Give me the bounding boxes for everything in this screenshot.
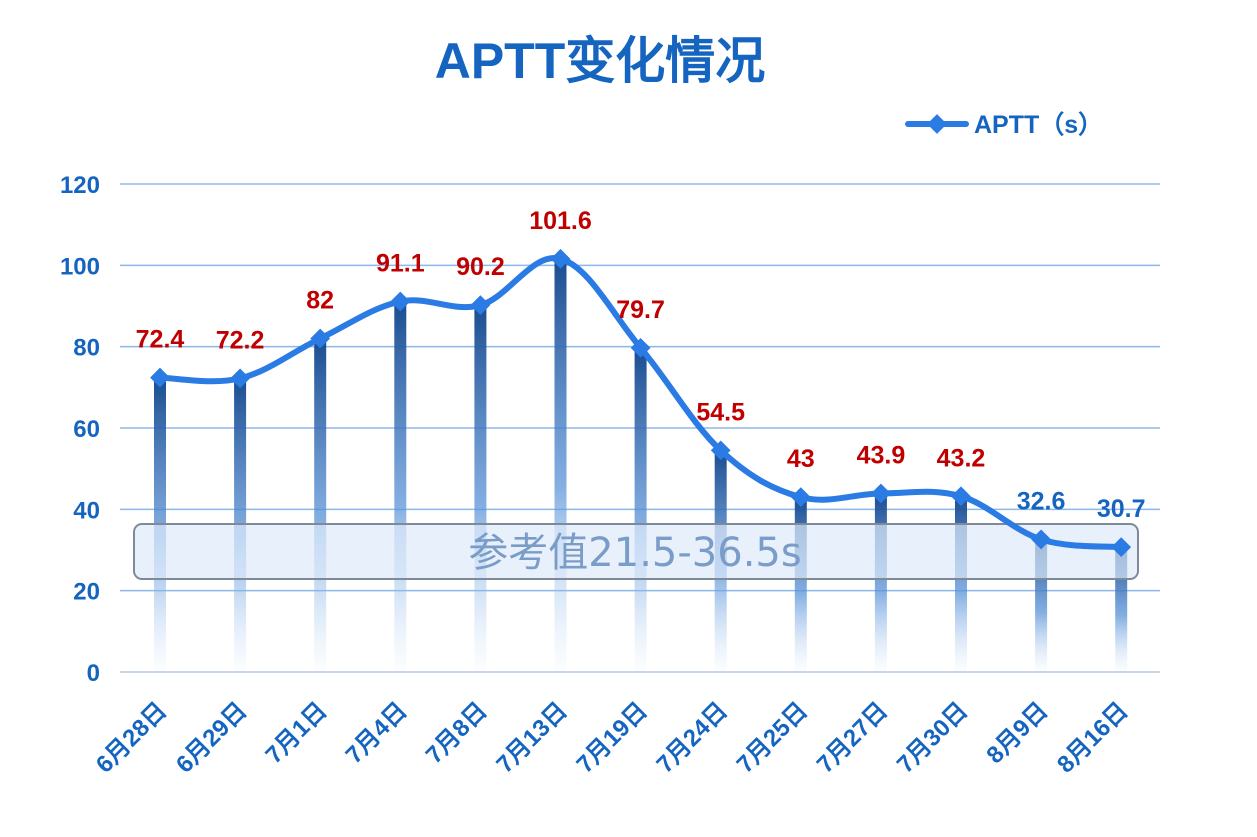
x-tick-label: 7月4日: [341, 697, 413, 769]
drop-line: [634, 347, 647, 672]
data-label: 72.4: [136, 326, 185, 354]
y-tick-label: 20: [73, 579, 100, 606]
drop-line: [554, 258, 567, 672]
data-point-marker: [630, 337, 651, 358]
x-tick-label: 7月25日: [732, 697, 813, 778]
x-tick-label: 7月19日: [571, 697, 652, 778]
data-point-marker: [790, 487, 811, 508]
x-tick-label: 7月24日: [652, 697, 733, 778]
x-tick-label: 7月27日: [812, 697, 893, 778]
y-tick-label: 100: [60, 253, 100, 280]
data-markers: [150, 248, 1132, 558]
data-label: 79.7: [616, 296, 665, 324]
y-tick-label: 60: [73, 416, 100, 443]
data-point-marker: [230, 368, 250, 389]
data-point-marker: [951, 486, 971, 507]
data-label: 101.6: [529, 207, 592, 235]
drop-line: [874, 493, 887, 672]
data-point-marker: [310, 328, 331, 349]
data-point-marker: [710, 440, 731, 461]
data-label: 82: [306, 287, 334, 315]
data-point-marker: [1031, 529, 1051, 550]
x-tick-label: 8月16日: [1052, 697, 1133, 778]
data-point-marker: [470, 295, 491, 316]
reference-range-box: [133, 523, 1139, 580]
data-label: 54.5: [696, 398, 745, 426]
x-tick-label: 7月13日: [491, 697, 572, 778]
data-label: 43.9: [857, 441, 906, 469]
drop-line: [314, 338, 327, 672]
chart-title: APTT变化情况: [435, 33, 766, 89]
y-tick-label: 0: [87, 660, 100, 687]
data-point-marker: [150, 367, 170, 388]
data-point-marker: [1111, 537, 1132, 558]
drop-line: [474, 305, 487, 672]
data-label: 43.2: [937, 444, 986, 472]
data-point-marker: [390, 291, 411, 312]
data-label: 91.1: [376, 250, 425, 278]
x-tick-label: 8月9日: [981, 697, 1053, 769]
x-tick-label: 7月8日: [421, 697, 493, 769]
drop-line: [955, 496, 967, 672]
x-tick-label: 6月28日: [91, 697, 172, 778]
legend: APTT（s）: [905, 110, 1103, 139]
y-tick-label: 120: [60, 172, 100, 199]
data-label: 30.7: [1097, 495, 1146, 523]
x-tick-label: 6月29日: [171, 697, 252, 778]
data-label: 72.2: [216, 326, 265, 354]
data-label: 90.2: [456, 253, 505, 281]
y-tick-label: 80: [73, 335, 100, 362]
data-label: 32.6: [1017, 487, 1066, 515]
data-label: 43: [787, 445, 815, 473]
x-tick-label: 7月30日: [892, 697, 973, 778]
x-tick-label: 7月1日: [261, 697, 333, 769]
y-axis-ticks: 0 20 40 60 80 100 120: [60, 172, 100, 687]
drop-line: [394, 301, 407, 672]
legend-marker-icon: [927, 114, 947, 134]
y-tick-label: 40: [73, 497, 100, 524]
data-point-marker: [871, 483, 891, 504]
data-labels: 72.4 72.2 82 91.1 90.2 101.6 79.7 54.5 43 43.9 43.…: [136, 207, 1146, 523]
reference-range-label: 参考值21.5-36.5s: [468, 530, 801, 576]
legend-label: APTT（s）: [974, 110, 1103, 139]
